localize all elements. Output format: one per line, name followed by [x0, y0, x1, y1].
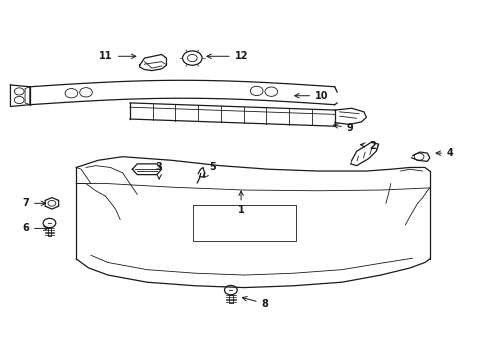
Text: 7: 7: [22, 198, 45, 208]
Text: 2: 2: [360, 141, 375, 151]
Text: 1: 1: [237, 191, 244, 216]
Text: 12: 12: [206, 51, 248, 61]
Text: 8: 8: [242, 297, 268, 309]
Text: 6: 6: [22, 224, 48, 233]
Text: 9: 9: [333, 123, 353, 133]
Text: 11: 11: [99, 51, 136, 61]
Text: 10: 10: [294, 91, 328, 101]
Text: 4: 4: [435, 148, 453, 158]
Text: 5: 5: [203, 162, 216, 177]
Text: 3: 3: [156, 162, 162, 179]
